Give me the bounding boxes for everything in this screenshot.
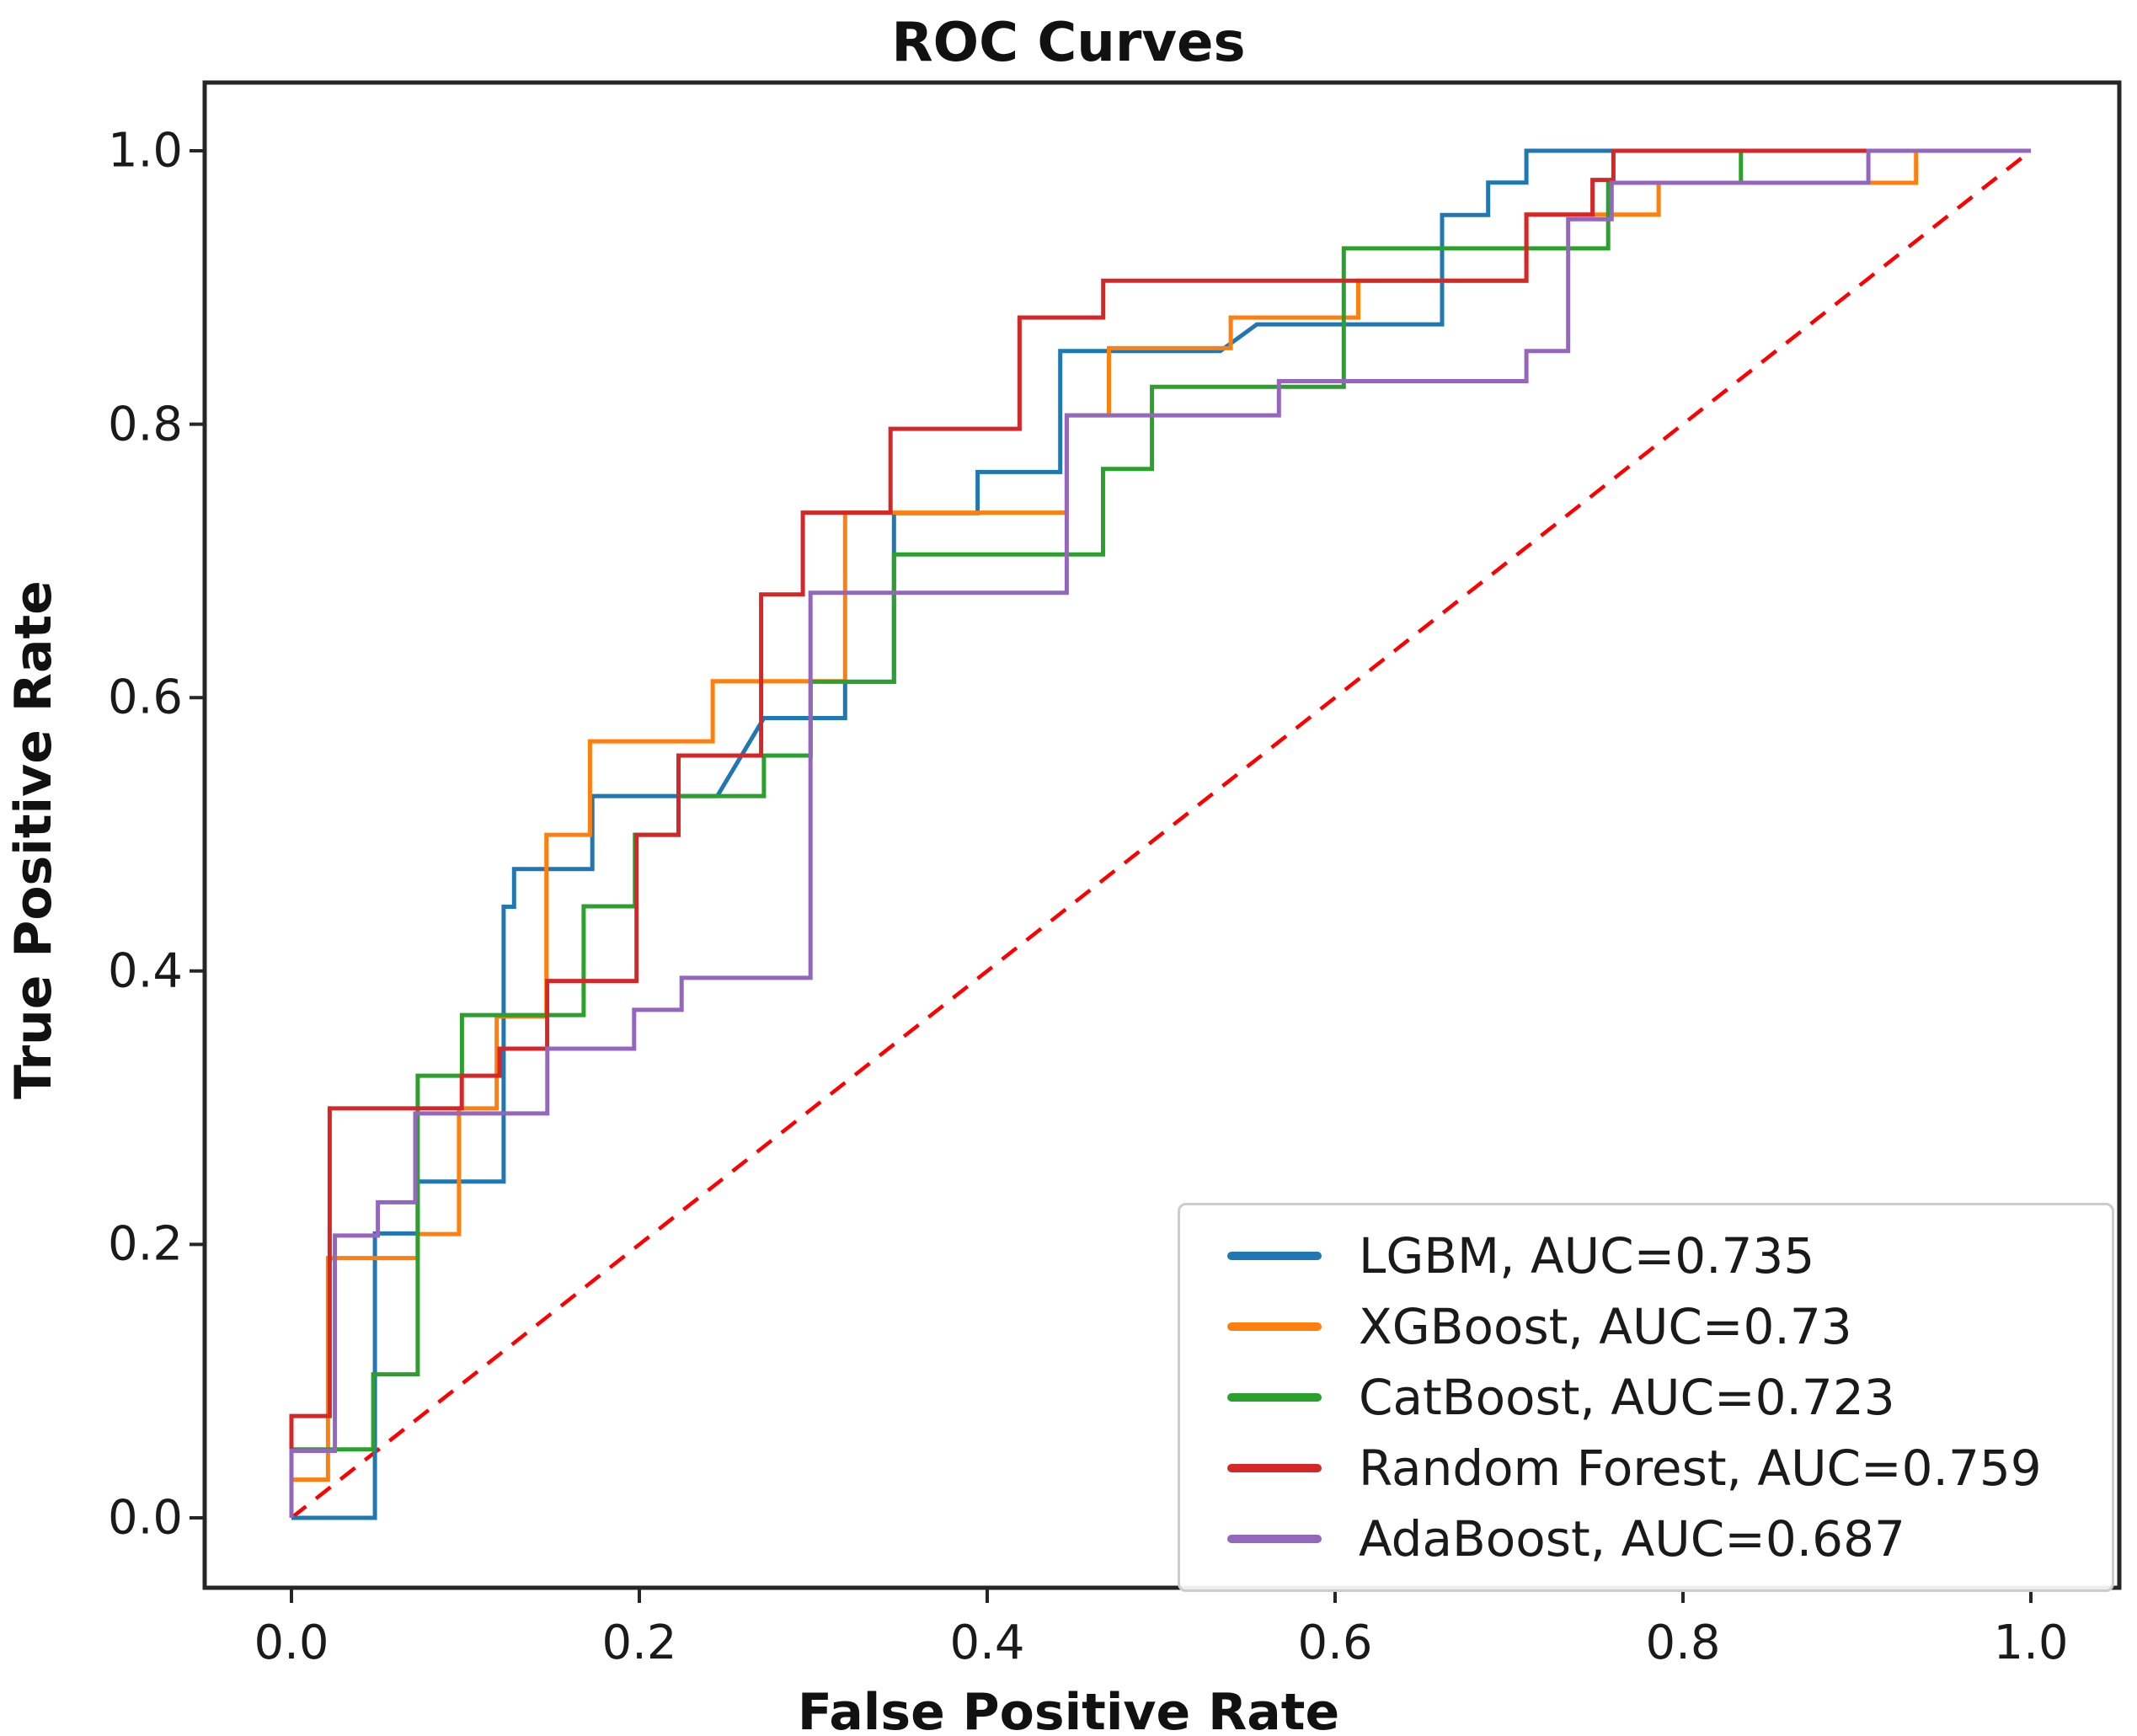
legend-swatch — [1227, 1535, 1322, 1543]
y-tick-label: 0.4 — [107, 943, 183, 999]
legend-item-adaboost: AdaBoost, AUC=0.687 — [1189, 1510, 2103, 1568]
legend-label: XGBoost, AUC=0.73 — [1359, 1298, 1852, 1355]
plot-border — [202, 80, 2122, 1590]
legend-item-lgbm: LGBM, AUC=0.735 — [1189, 1227, 2103, 1285]
legend-swatch — [1227, 1464, 1322, 1472]
y-tick-label: 1.0 — [107, 123, 183, 179]
page-title: ROC Curves — [891, 12, 1246, 74]
y-tick-label: 0.2 — [107, 1216, 183, 1272]
legend-label: AdaBoost, AUC=0.687 — [1359, 1510, 1905, 1568]
y-tick-label: 0.8 — [107, 397, 183, 452]
legend-label: Random Forest, AUC=0.759 — [1359, 1440, 2042, 1497]
x-tick-label: 0.8 — [1645, 1616, 1721, 1670]
chance-diagonal-line — [290, 149, 2033, 1520]
roc-curves — [289, 148, 2033, 1520]
legend-swatch — [1227, 1252, 1322, 1260]
legend-item-catboost: CatBoost, AUC=0.723 — [1189, 1369, 2103, 1426]
y-tick-label: 0.6 — [107, 670, 183, 725]
y-tick-label: 0.0 — [107, 1490, 183, 1546]
x-tick-label: 1.0 — [1993, 1616, 2069, 1670]
x-axis-label: False Positive Rate — [797, 1683, 1340, 1736]
roc-curve-random-forest — [289, 148, 2031, 1518]
roc-curve-adaboost — [289, 148, 2031, 1518]
legend-label: CatBoost, AUC=0.723 — [1359, 1369, 1895, 1426]
x-tick-label: 0.2 — [601, 1616, 677, 1670]
legend-box: LGBM, AUC=0.735 XGBoost, AUC=0.73 CatBoost… — [1178, 1203, 2114, 1592]
x-tick-label: 0.4 — [949, 1616, 1025, 1670]
legend-item-xgboost: XGBoost, AUC=0.73 — [1189, 1298, 2103, 1355]
roc-curve-catboost — [289, 148, 2031, 1518]
legend-label: LGBM, AUC=0.735 — [1359, 1227, 1815, 1285]
legend-swatch — [1227, 1322, 1322, 1331]
legend-item-random-forest: Random Forest, AUC=0.759 — [1189, 1440, 2103, 1497]
x-tick-label: 0.0 — [254, 1616, 329, 1670]
legend-swatch — [1227, 1393, 1322, 1402]
y-axis-label: True Positive Rate — [4, 580, 63, 1099]
x-tick-label: 0.6 — [1297, 1616, 1373, 1670]
